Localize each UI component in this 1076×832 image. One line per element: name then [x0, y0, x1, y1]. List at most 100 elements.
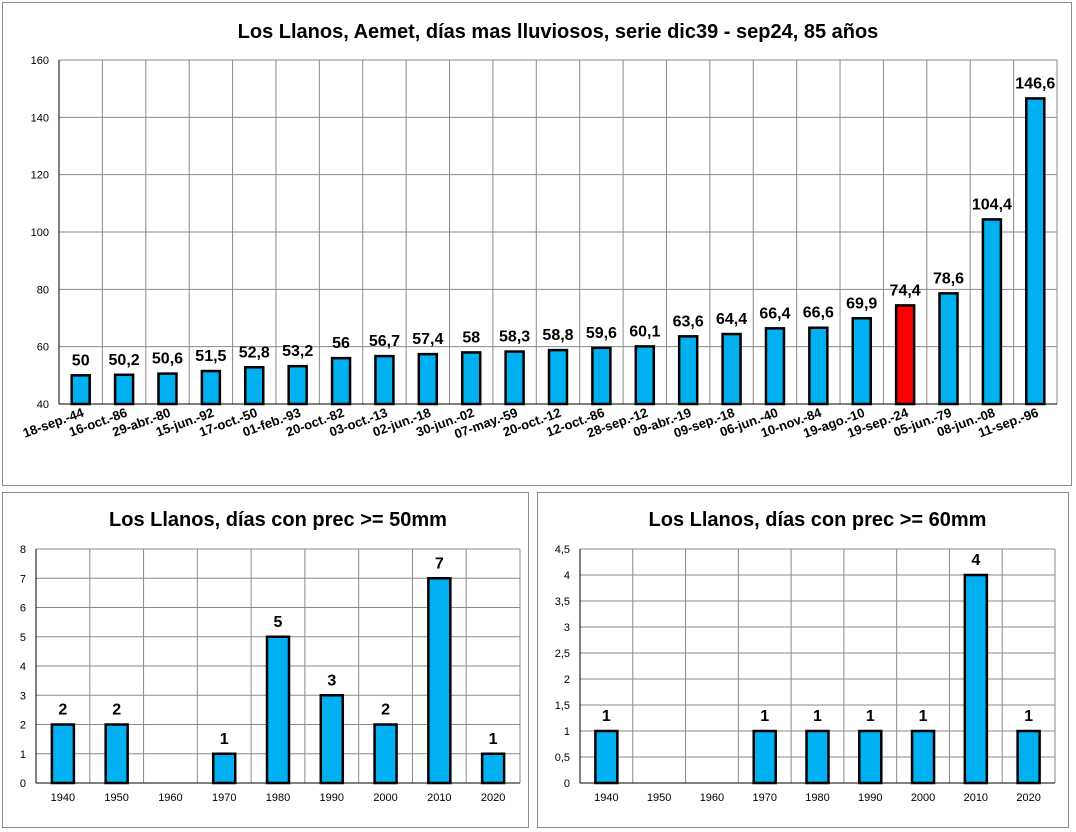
y-tick-label: 40 — [37, 399, 49, 411]
data-label: 1 — [813, 708, 822, 725]
bar — [113, 373, 135, 406]
data-label: 52,8 — [239, 344, 270, 361]
data-label: 58,3 — [499, 329, 530, 346]
data-label: 5 — [274, 614, 283, 631]
data-label: 104,4 — [972, 196, 1012, 213]
y-tick-label: 3,5 — [555, 596, 570, 608]
data-label: 1 — [602, 708, 611, 725]
data-label: 2 — [112, 702, 121, 719]
data-label: 53,2 — [282, 343, 313, 360]
data-label: 58,8 — [542, 327, 573, 344]
x-tick-label: 2020 — [1016, 792, 1040, 804]
data-label: 2 — [58, 702, 67, 719]
bar — [330, 356, 352, 406]
bottom-right-chart-panel: Los Llanos, días con prec >= 60mm 0 0,5 1 1,… — [537, 492, 1069, 828]
x-tick-label: 1940 — [51, 792, 75, 804]
x-tick-label: 2010 — [427, 792, 451, 804]
bottom-left-chart-panel: Los Llanos, días con prec >= 50mm 0 1 2 3 4 5 6… — [2, 492, 529, 828]
bar — [894, 304, 916, 406]
bar — [677, 335, 699, 406]
bar — [460, 351, 482, 406]
data-label: 69,9 — [846, 295, 877, 312]
bottom-left-chart-svg: Los Llanos, días con prec >= 50mm 0 1 2 3 4 5 6… — [20, 509, 521, 804]
y-tick-label: 6 — [20, 603, 26, 615]
bar — [265, 635, 291, 785]
bar — [287, 364, 308, 406]
data-label: 66,4 — [759, 305, 790, 322]
bar — [938, 292, 959, 406]
y-tick-label: 100 — [31, 227, 49, 239]
top-chart-svg: Los Llanos, Aemet, días mas lluviosos, s… — [21, 21, 1058, 441]
bar — [594, 729, 619, 785]
bar — [374, 354, 395, 406]
y-tick-label: 80 — [37, 284, 49, 296]
data-label: 63,6 — [673, 313, 704, 330]
data-label: 74,4 — [890, 282, 921, 299]
y-tick-label: 2 — [20, 720, 26, 732]
bar — [50, 723, 76, 785]
data-label: 58 — [462, 329, 480, 346]
x-tick-label: 1960 — [700, 792, 724, 804]
y-tick-label: 1 — [20, 749, 26, 761]
data-label: 51,5 — [195, 348, 226, 365]
data-label: 50,6 — [152, 351, 183, 368]
chart-title: Los Llanos, días con prec >= 60mm — [649, 509, 987, 531]
data-label: 1 — [919, 708, 928, 725]
bar — [634, 345, 656, 406]
x-tick-label: 1950 — [647, 792, 671, 804]
x-tick-label: 1960 — [158, 792, 182, 804]
bar — [981, 218, 1003, 406]
y-tick-label: 160 — [31, 55, 49, 67]
y-tick-label: 2,5 — [555, 648, 570, 660]
x-tick-label: 2020 — [481, 792, 505, 804]
x-tick-label: 2000 — [911, 792, 935, 804]
y-tick-label: 3 — [564, 622, 570, 634]
bar — [244, 366, 265, 406]
bar — [764, 327, 786, 406]
bar — [427, 577, 452, 785]
data-label: 57,4 — [412, 331, 443, 348]
bar — [808, 326, 829, 406]
bar — [104, 723, 129, 785]
bar — [319, 694, 345, 785]
bar — [70, 374, 91, 406]
bar — [963, 573, 989, 785]
x-tick-label: 1990 — [858, 792, 882, 804]
data-label: 1 — [866, 708, 875, 725]
y-tick-label: 0,5 — [555, 752, 570, 764]
y-tick-label: 1,5 — [555, 700, 570, 712]
y-tick-label: 7 — [20, 573, 26, 585]
x-tick-label: 1980 — [266, 792, 290, 804]
bar — [504, 350, 525, 406]
bar — [910, 729, 936, 785]
data-label: 50,2 — [109, 352, 140, 369]
bar — [851, 317, 872, 406]
data-label: 1 — [760, 708, 769, 725]
bar — [721, 332, 742, 406]
bar — [417, 352, 439, 406]
x-tick-label: 1990 — [320, 792, 344, 804]
bar — [1016, 729, 1041, 785]
data-label: 4 — [971, 552, 980, 569]
chart-title: Los Llanos, Aemet, días mas lluviosos, s… — [238, 21, 879, 43]
x-tick-label: 1950 — [104, 792, 128, 804]
x-tick-label: 2000 — [373, 792, 397, 804]
data-label: 66,6 — [803, 305, 834, 322]
data-label: 59,6 — [586, 325, 617, 342]
data-label: 1 — [220, 731, 229, 748]
y-tick-label: 5 — [20, 632, 26, 644]
y-tick-label: 0 — [564, 778, 570, 790]
chart-title: Los Llanos, días con prec >= 50mm — [109, 509, 447, 531]
x-tick-label: 1980 — [805, 792, 829, 804]
bar — [805, 729, 830, 785]
y-tick-label: 1 — [564, 726, 570, 738]
bar — [858, 729, 883, 785]
x-tick-label: 1970 — [752, 792, 776, 804]
bar — [1025, 97, 1046, 406]
x-tick-label: 1940 — [594, 792, 618, 804]
y-tick-label: 8 — [20, 544, 26, 556]
bar — [752, 729, 777, 785]
data-label: 146,6 — [1015, 75, 1055, 92]
y-tick-label: 140 — [31, 112, 49, 124]
bar — [547, 348, 569, 406]
